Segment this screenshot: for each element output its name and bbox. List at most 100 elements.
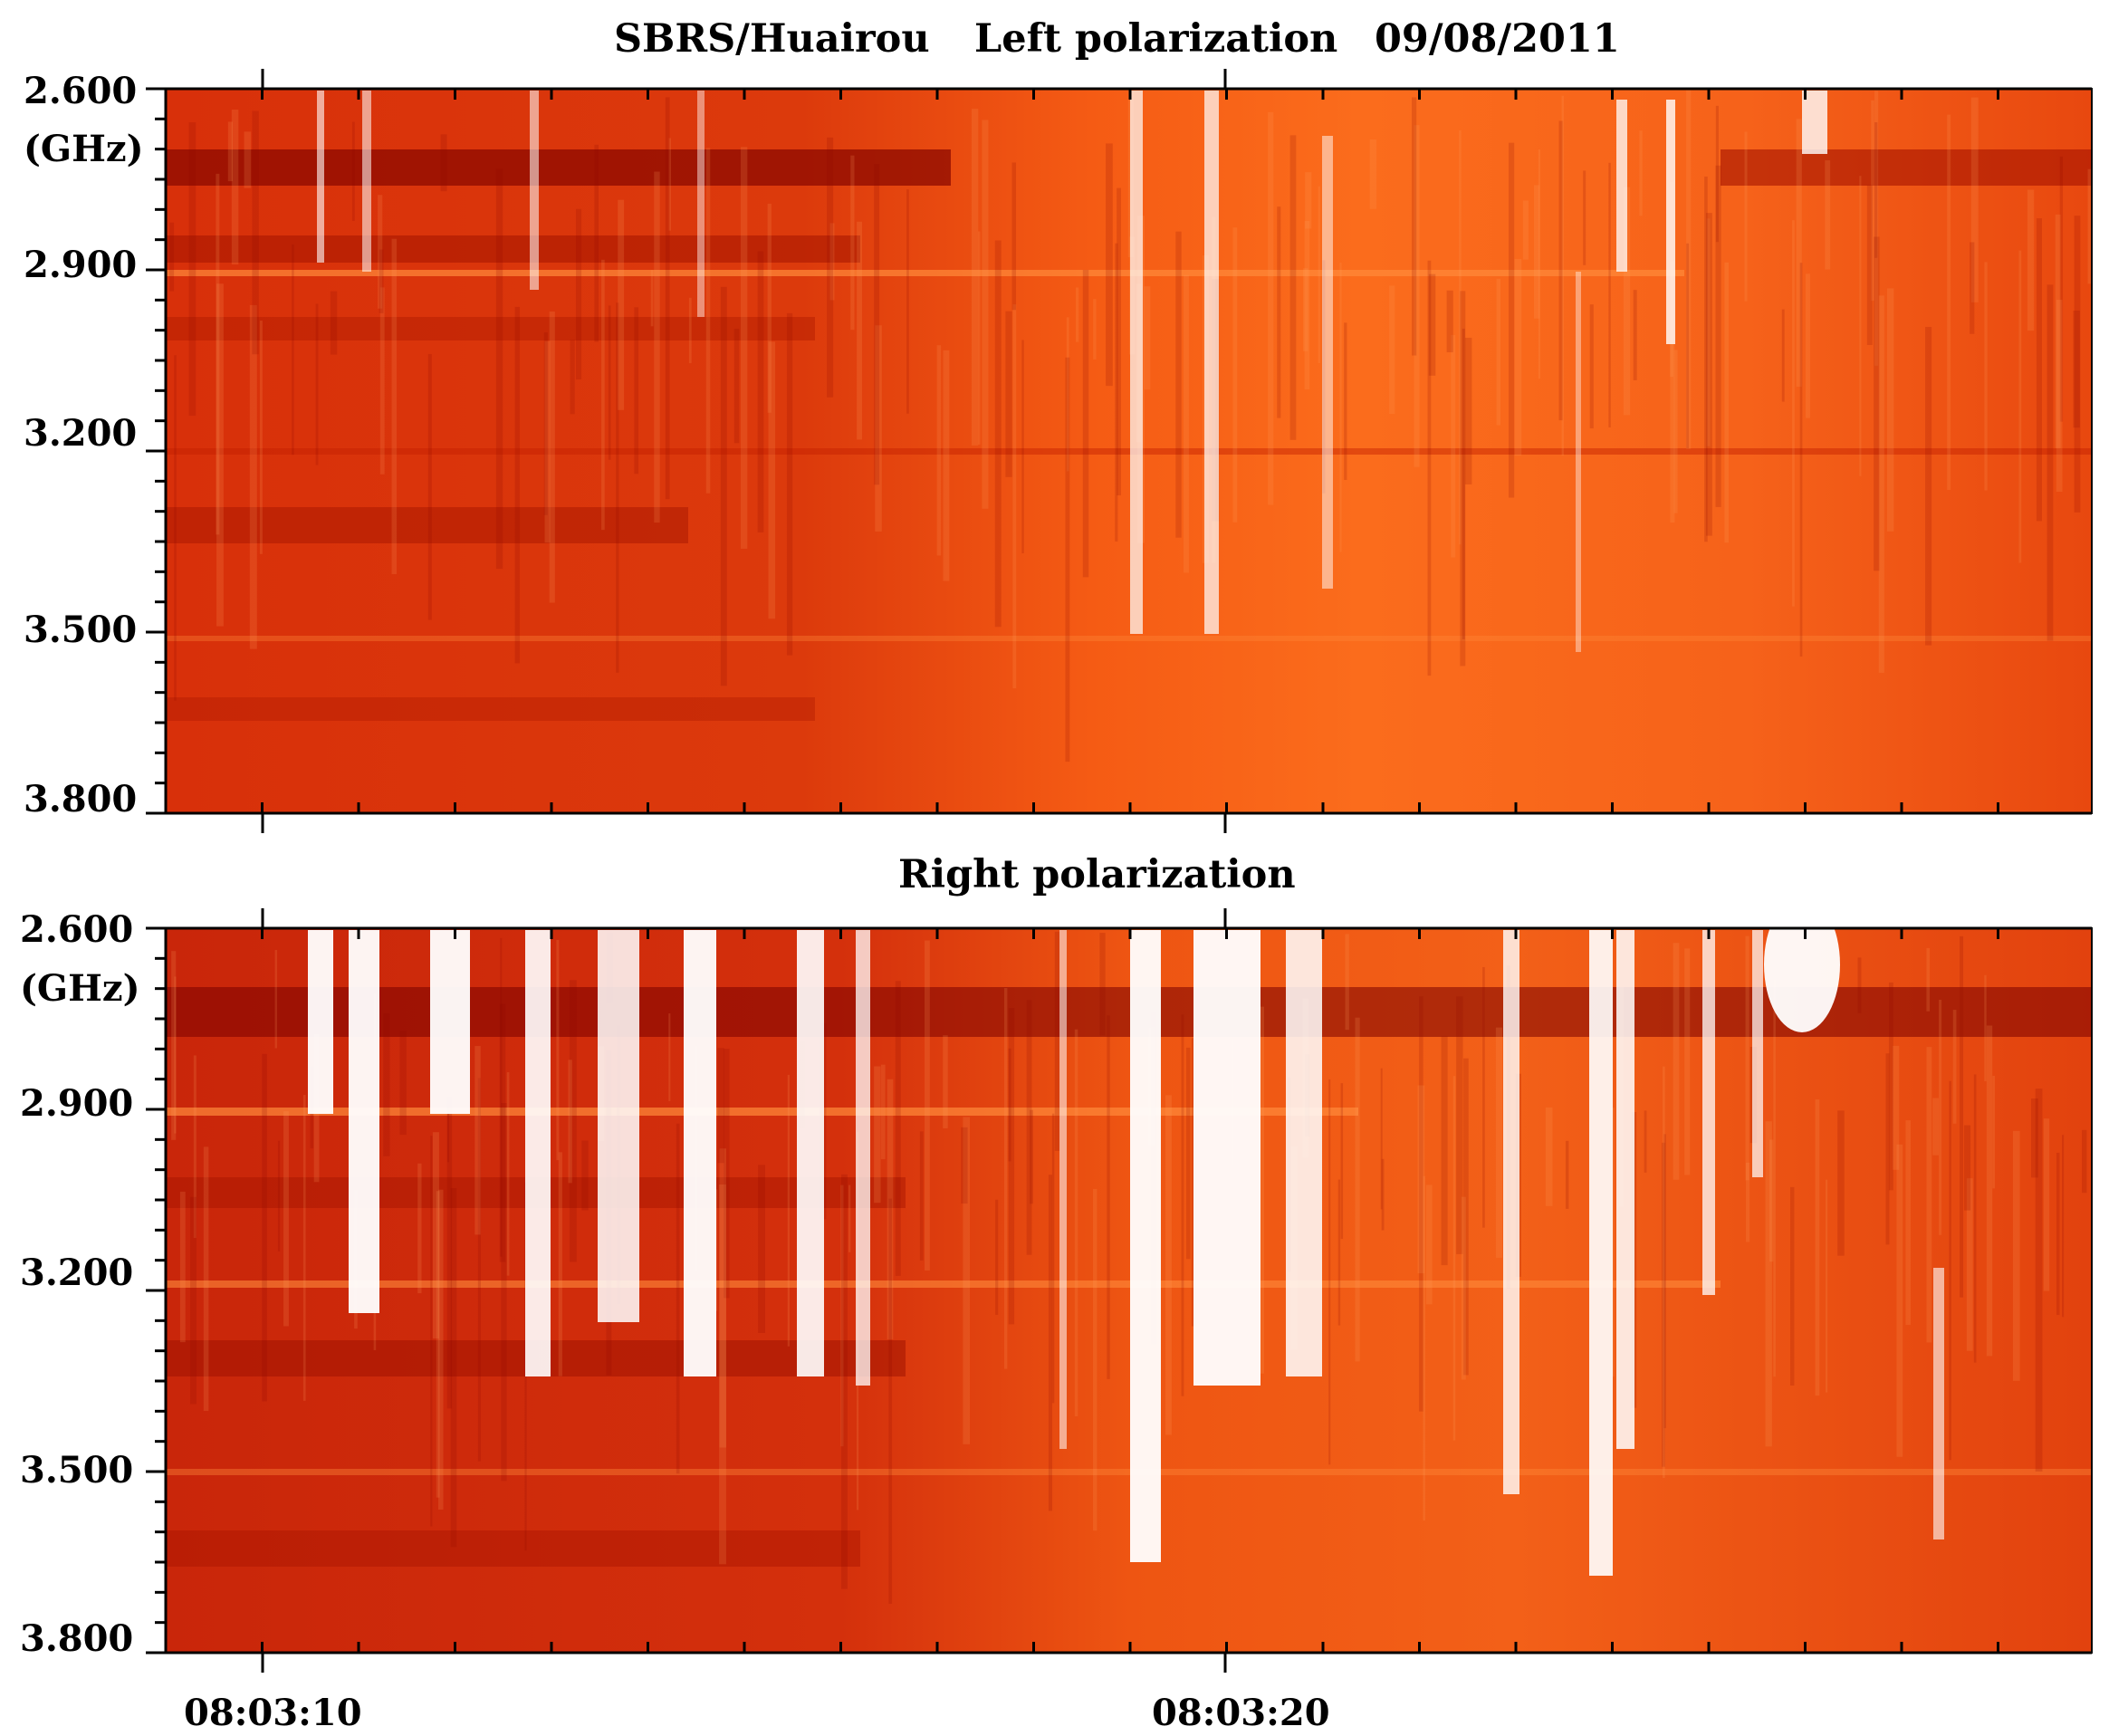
noise-streak bbox=[188, 122, 197, 417]
noise-streak bbox=[1745, 935, 1749, 1181]
noise-streak bbox=[1459, 130, 1462, 545]
noise-streak bbox=[1623, 187, 1631, 416]
left-y-tick-3200: 3.200 bbox=[24, 412, 137, 455]
noise-streak bbox=[1992, 1075, 1995, 1189]
noise-streak bbox=[543, 332, 548, 515]
noise-streak bbox=[1419, 996, 1423, 1412]
noise-streak bbox=[982, 120, 989, 509]
noise-streak bbox=[1932, 1098, 1940, 1156]
noise-streak bbox=[1303, 268, 1308, 351]
noise-streak bbox=[1268, 111, 1274, 505]
noise-streak bbox=[1340, 1083, 1344, 1240]
noise-streak bbox=[1662, 1142, 1665, 1467]
noise-streak bbox=[608, 305, 611, 460]
noise-streak bbox=[1878, 295, 1884, 673]
noise-streak bbox=[1589, 304, 1594, 429]
noise-streak bbox=[1960, 935, 1964, 1298]
burst-stripe bbox=[1130, 930, 1161, 1562]
noise-streak bbox=[1984, 262, 1988, 491]
noise-streak bbox=[2056, 300, 2063, 493]
burst-stripe bbox=[697, 91, 705, 317]
noise-streak bbox=[874, 164, 880, 485]
frequency-band bbox=[166, 636, 2092, 641]
left-polarization-panel: 2.600 (GHz) 2.900 3.200 3.500 3.800 bbox=[24, 69, 2093, 833]
noise-streak bbox=[1456, 996, 1463, 1254]
noise-streak bbox=[216, 173, 220, 535]
noise-streak bbox=[840, 1174, 848, 1589]
noise-streak bbox=[1926, 1047, 1932, 1343]
noise-streak bbox=[495, 168, 503, 570]
burst-stripe bbox=[1286, 930, 1322, 1376]
noise-streak bbox=[1076, 287, 1079, 342]
noise-streak bbox=[440, 134, 447, 192]
noise-streak bbox=[1744, 131, 1748, 302]
noise-streak bbox=[1345, 934, 1349, 1031]
noise-streak bbox=[2059, 156, 2064, 422]
noise-streak bbox=[1482, 966, 1485, 1228]
noise-streak bbox=[1008, 1048, 1011, 1162]
left-polarization-spectrogram-background bbox=[166, 89, 2092, 813]
burst-stripe bbox=[1616, 100, 1627, 272]
noise-streak bbox=[717, 1048, 724, 1164]
noise-streak bbox=[1826, 1179, 1828, 1393]
noise-streak bbox=[1545, 1107, 1553, 1206]
noise-streak bbox=[477, 1078, 481, 1462]
noise-streak bbox=[668, 1013, 671, 1101]
noise-streak bbox=[1106, 143, 1113, 387]
noise-streak bbox=[399, 1031, 407, 1136]
noise-streak bbox=[1583, 170, 1586, 265]
noise-streak bbox=[1412, 97, 1417, 356]
noise-streak bbox=[171, 951, 177, 1140]
noise-streak bbox=[1769, 1139, 1774, 1262]
right-y-tick-3200: 3.200 bbox=[20, 1252, 133, 1294]
noise-streak bbox=[558, 1152, 562, 1376]
right-y-tick-2600: 2.600 bbox=[20, 908, 133, 951]
noise-streak bbox=[827, 137, 834, 398]
left-polarization-ticks bbox=[146, 69, 1999, 833]
noise-streak bbox=[906, 189, 909, 414]
noise-streak bbox=[1441, 1036, 1448, 1266]
frequency-band bbox=[166, 1530, 860, 1567]
noise-streak bbox=[1704, 176, 1708, 542]
noise-streak bbox=[1066, 317, 1069, 472]
frequency-band bbox=[166, 1469, 2092, 1475]
burst-stripe bbox=[1752, 930, 1763, 1177]
noise-streak bbox=[1970, 242, 1975, 334]
noise-streak bbox=[733, 329, 740, 444]
burst-stripe bbox=[598, 930, 639, 1322]
frequency-band bbox=[166, 317, 815, 340]
noise-streak bbox=[1337, 1179, 1341, 1326]
noise-streak bbox=[1508, 142, 1515, 498]
noise-streak bbox=[924, 940, 930, 1271]
noise-streak bbox=[231, 109, 239, 265]
noise-streak bbox=[1939, 999, 1942, 1235]
burst-stripe bbox=[1503, 930, 1519, 1494]
noise-streak bbox=[1871, 100, 1874, 302]
burst-stripe bbox=[1666, 100, 1675, 344]
noise-streak bbox=[1496, 278, 1501, 426]
noise-streak bbox=[978, 231, 981, 445]
noise-streak bbox=[417, 1163, 422, 1294]
frequency-band bbox=[166, 149, 951, 186]
noise-streak bbox=[840, 1185, 844, 1447]
noise-streak bbox=[446, 1101, 450, 1163]
noise-streak bbox=[2012, 1130, 2020, 1381]
noise-streak bbox=[1463, 1058, 1469, 1376]
noise-streak bbox=[740, 147, 748, 549]
noise-streak bbox=[379, 287, 385, 475]
noise-streak bbox=[1773, 980, 1776, 1377]
noise-streak bbox=[1051, 1113, 1055, 1404]
burst-stripe bbox=[1802, 91, 1827, 154]
noise-streak bbox=[1074, 1029, 1078, 1416]
frequency-band bbox=[166, 448, 2092, 455]
noise-streak bbox=[1495, 1027, 1503, 1258]
noise-streak bbox=[1175, 231, 1182, 538]
noise-streak bbox=[1533, 185, 1540, 319]
noise-streak bbox=[767, 203, 772, 413]
noise-streak bbox=[1973, 1074, 1977, 1363]
noise-streak bbox=[829, 223, 835, 301]
burst-stripe bbox=[797, 930, 824, 1376]
noise-streak bbox=[616, 302, 619, 673]
right-polarization-ticks bbox=[146, 908, 1999, 1673]
